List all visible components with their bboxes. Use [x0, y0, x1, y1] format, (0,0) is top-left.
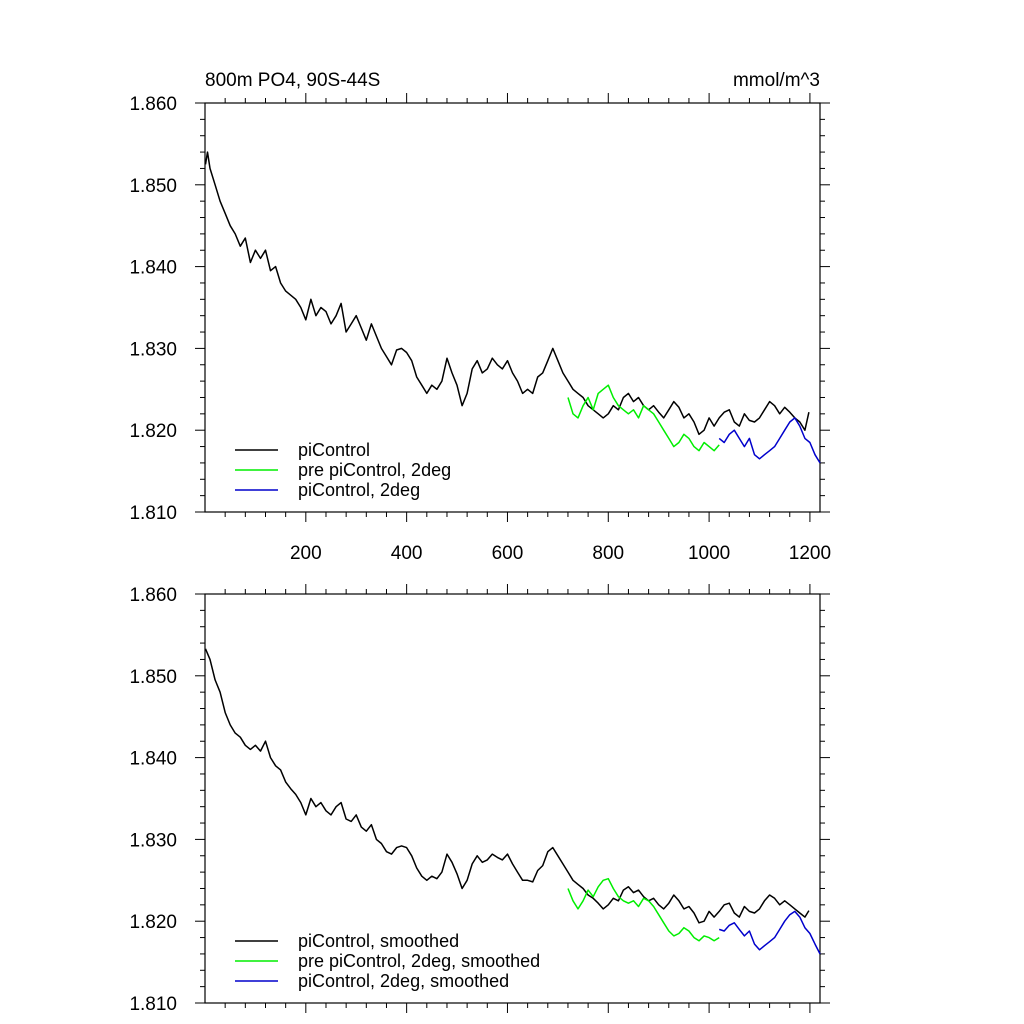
top-legend-label-1: piControl: [298, 440, 370, 460]
x-tick-label: 400: [391, 543, 423, 564]
bottom-series-lines: [204, 648, 821, 955]
bottom-series-line-2: [567, 877, 720, 942]
x-tick-label: 800: [592, 543, 624, 564]
x-tick-label: 1000: [688, 543, 730, 564]
y-tick-label: 1.860: [129, 585, 177, 606]
top-series-line-1: [204, 151, 810, 436]
y-tick-label: 1.860: [129, 94, 177, 115]
y-tick-label: 1.810: [129, 503, 177, 524]
top-legend-label-2: pre piControl, 2deg: [298, 460, 451, 480]
top-panel: 800m PO4, 90S-44S mmol/m^3 200 400 600 800 1…: [129, 70, 831, 564]
bottom-plot-frame: [204, 593, 821, 1004]
units-label: mmol/m^3: [733, 70, 820, 91]
x-tick-label: 1200: [789, 543, 831, 564]
bottom-series-line-3: [718, 910, 821, 955]
y-tick-label: 1.850: [129, 667, 177, 688]
y-tick-label: 1.820: [129, 912, 177, 933]
y-tick-label: 1.840: [129, 258, 177, 279]
top-axes: 200 400 600 800 1000 1200 1.810 1.820 1.830 1.840…: [129, 93, 831, 564]
bottom-legend-label-1: piControl, smoothed: [298, 931, 459, 951]
top-series-line-2: [567, 384, 720, 452]
top-series-line-3: [718, 417, 821, 464]
y-tick-label: 1.830: [129, 830, 177, 851]
top-series-lines: [204, 151, 821, 464]
y-tick-label: 1.850: [129, 176, 177, 197]
y-tick-label: 1.830: [129, 339, 177, 360]
y-tick-label: 1.840: [129, 749, 177, 770]
top-plot-frame: [204, 102, 821, 513]
top-legend-label-3: piControl, 2deg: [298, 480, 420, 500]
bottom-axes: 1.810 1.820 1.830 1.840 1.850 1.860: [129, 584, 830, 1015]
x-tick-label: 600: [492, 543, 524, 564]
bottom-series-line-1: [204, 648, 810, 924]
y-tick-label: 1.810: [129, 994, 177, 1015]
chart-title: 800m PO4, 90S-44S: [205, 70, 380, 91]
x-tick-label: 200: [290, 543, 322, 564]
bottom-panel: 1.810 1.820 1.830 1.840 1.850 1.860 piControl…: [129, 584, 830, 1015]
y-tick-label: 1.820: [129, 421, 177, 442]
bottom-legend-label-2: pre piControl, 2deg, smoothed: [298, 951, 540, 971]
bottom-legend-label-3: piControl, 2deg, smoothed: [298, 971, 509, 991]
